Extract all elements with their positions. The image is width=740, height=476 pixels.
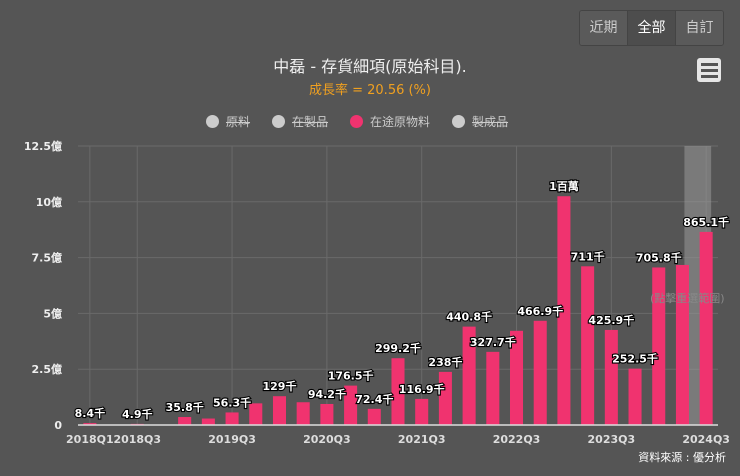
bar-2023Q4 <box>628 368 642 425</box>
data-label: 176.5千 <box>328 369 374 383</box>
data-label: 238千 <box>428 355 462 369</box>
legend-item-wip[interactable]: 在製品 <box>272 113 328 130</box>
y-tick-label: 5億 <box>43 306 62 320</box>
bar-2019Q4 <box>249 403 263 425</box>
bar-2021Q1 <box>367 408 381 425</box>
data-label: 327.7千 <box>470 335 516 349</box>
legend: 原料 在製品 在途原物料 製成品 <box>206 113 508 130</box>
bar-2022Q3 <box>510 330 524 425</box>
legend-item-finished-goods[interactable]: 製成品 <box>452 113 508 130</box>
data-label: 56.3千 <box>213 395 251 409</box>
y-tick-label: 12.5億 <box>24 139 62 153</box>
x-tick-label: 2018Q3 <box>113 433 161 446</box>
data-source: 資料來源 : 優分析 <box>638 451 726 464</box>
bar-2020Q4 <box>344 385 358 425</box>
data-label: 865.1千 <box>683 215 729 229</box>
data-label: 129千 <box>262 379 296 393</box>
data-label: 425.9千 <box>588 313 634 327</box>
bar-2022Q1 <box>462 326 476 425</box>
bar-2023Q1 <box>557 196 571 425</box>
bar-2023Q3 <box>604 329 618 425</box>
data-label: 35.8千 <box>166 400 204 414</box>
bar-2024Q2 <box>675 264 689 425</box>
legend-dot-icon <box>272 115 286 128</box>
hamburger-menu-icon[interactable] <box>697 58 721 82</box>
bar-2022Q2 <box>486 351 500 425</box>
range-all-button[interactable]: 全部 <box>628 11 676 45</box>
legend-item-in-transit[interactable]: 在途原物料 <box>350 113 430 130</box>
x-tick-label: 2018Q1 <box>66 433 114 446</box>
data-label: 1百萬 <box>549 179 579 193</box>
legend-label: 在途原物料 <box>370 115 431 129</box>
data-label: 711千 <box>571 249 605 263</box>
range-recent-button[interactable]: 近期 <box>580 11 628 45</box>
bar-2021Q3 <box>415 398 429 425</box>
bar-2020Q3 <box>320 403 334 425</box>
x-tick-label: 2022Q3 <box>493 433 541 446</box>
x-tick-label: 2019Q3 <box>208 433 256 446</box>
legend-dot-icon <box>206 115 219 128</box>
x-tick-label: 2023Q3 <box>588 433 636 446</box>
legend-label: 在製品 <box>292 115 329 129</box>
x-tick-label: 2024Q3 <box>682 433 730 446</box>
data-label: 466.9千 <box>517 304 563 318</box>
chart-title: 中磊 - 存貨細項(原始科目). <box>273 57 467 76</box>
bar-2019Q2 <box>201 418 215 425</box>
bar-2021Q4 <box>438 371 452 425</box>
bar-2024Q1 <box>652 267 666 425</box>
x-tick-label: 2021Q3 <box>398 433 446 446</box>
data-label: 440.8千 <box>446 310 492 324</box>
bar-2019Q3 <box>225 412 239 425</box>
data-label: 4.9千 <box>122 407 153 421</box>
data-label: 299.2千 <box>375 341 421 355</box>
y-tick-label: 2.5億 <box>32 362 63 376</box>
data-label: 705.8千 <box>636 250 682 264</box>
legend-dot-icon <box>350 115 364 128</box>
bar-2024Q3 <box>699 231 713 425</box>
bar-2019Q1 <box>178 417 192 425</box>
y-tick-label: 0 <box>54 419 62 432</box>
bar-2023Q2 <box>581 266 595 425</box>
data-label: 116.9千 <box>399 382 445 396</box>
y-tick-label: 10億 <box>36 195 62 209</box>
data-label: 72.4千 <box>355 392 393 406</box>
reset-zoom-hint[interactable]: (點擊重選範圍) <box>650 292 725 305</box>
legend-dot-icon <box>452 115 466 128</box>
data-label: 252.5千 <box>612 352 658 366</box>
bar-2018Q1 <box>83 423 97 425</box>
bar-2020Q1 <box>272 396 286 425</box>
legend-item-raw-material[interactable]: 原料 <box>206 113 250 130</box>
data-label: 94.2千 <box>308 387 346 401</box>
range-selector: 近期 全部 自訂 <box>579 10 724 46</box>
bar-2022Q4 <box>533 320 547 425</box>
y-tick-label: 7.5億 <box>32 251 63 265</box>
x-tick-label: 2020Q3 <box>303 433 351 446</box>
legend-label: 原料 <box>226 115 251 129</box>
range-custom-button[interactable]: 自訂 <box>676 11 723 45</box>
bar-2021Q2 <box>391 358 405 425</box>
bar-2020Q2 <box>296 402 310 425</box>
legend-label: 製成品 <box>472 115 509 129</box>
data-label: 8.4千 <box>75 406 106 420</box>
chart-subtitle: 成長率 = 20.56 (%) <box>308 83 431 98</box>
